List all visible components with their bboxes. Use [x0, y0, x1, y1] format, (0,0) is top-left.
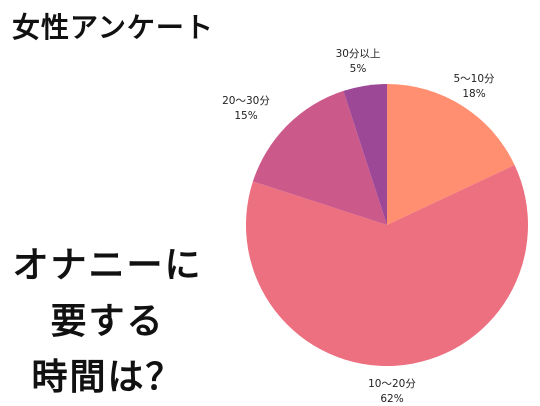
slice-category-label: 30分以上	[336, 48, 381, 60]
slice-category-label: 5〜10分	[453, 73, 495, 85]
slice-percent-label: 18%	[462, 88, 485, 100]
page-title: 女性アンケート	[12, 11, 214, 44]
headline-line-3: 時間は？	[31, 357, 184, 398]
headline: オナニーに 要する 時間は？	[0, 238, 215, 406]
headline-line-1: オナニーに	[12, 245, 203, 286]
pie-slice	[387, 84, 515, 225]
slice-category-label: 20〜30分	[222, 95, 270, 107]
pie-slices	[246, 84, 529, 366]
slice-percent-label: 5%	[350, 63, 367, 75]
headline-line-2: 要する	[50, 301, 165, 342]
slice-category-label: 10〜20分	[368, 378, 416, 390]
pie-slice	[246, 164, 529, 366]
pie-slice	[252, 90, 387, 225]
slice-percent-label: 62%	[380, 393, 403, 405]
pie-labels: 5〜10分 18% 10〜20分 62% 20〜30分 15% 30分以上 5%	[222, 48, 495, 405]
slice-percent-label: 15%	[234, 110, 257, 122]
pie-slice	[343, 84, 387, 225]
